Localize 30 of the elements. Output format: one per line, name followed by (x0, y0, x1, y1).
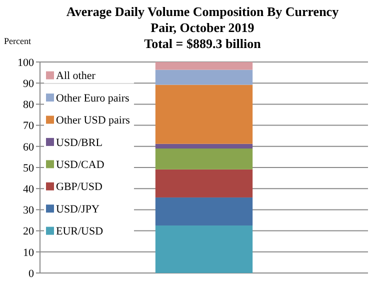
y-tick-label: 80 (23, 99, 34, 112)
legend-label: EUR/USD (56, 226, 104, 238)
legend-label: Other Euro pairs (56, 92, 130, 104)
y-tick-label: 90 (23, 78, 34, 90)
legend-label: Other USD pairs (56, 114, 130, 127)
bar (155, 144, 253, 149)
legend-label: USD/BRL (56, 136, 103, 149)
bar (155, 148, 253, 170)
y-tick-label: 0 (28, 268, 34, 280)
chart-subtitle: Pair, October 2019 Total = $889.3 billion (144, 20, 262, 51)
bar (155, 197, 253, 226)
bar (155, 62, 253, 70)
y-tick-label: 10 (23, 246, 34, 259)
y-tick-label: 30 (23, 204, 34, 217)
bar (155, 169, 253, 198)
y-tick-label: 60 (23, 141, 34, 154)
bar (155, 70, 253, 85)
y-tick-label: 100 (18, 56, 34, 69)
y-tick-label: 50 (23, 162, 34, 174)
bar (155, 226, 253, 273)
legend-label: GBP/USD (56, 181, 103, 194)
y-tick-label: 70 (23, 120, 34, 132)
y-tick-label: 20 (23, 226, 34, 238)
legend-label: USD/CAD (56, 159, 104, 172)
legend-label: All other (56, 70, 96, 82)
legend-label: USD/JPY (56, 203, 100, 216)
chart-title: Average Daily Volume Composition By Currency (66, 4, 340, 19)
bar (155, 84, 253, 144)
y-axis-title: Percent (4, 36, 32, 46)
y-tick-label: 40 (23, 183, 34, 196)
